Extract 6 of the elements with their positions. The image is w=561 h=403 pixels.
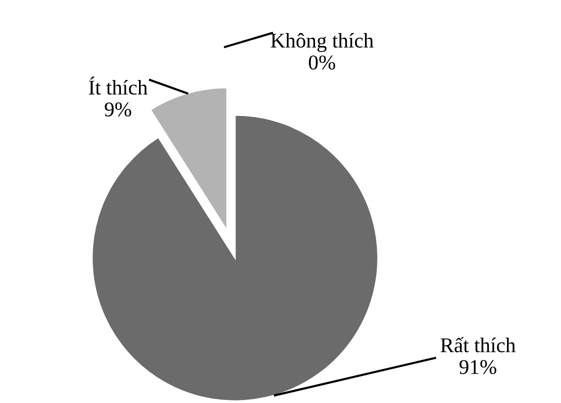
data-label: 9% <box>104 102 132 117</box>
slice-label: Rất thích <box>440 337 516 352</box>
data-label: 91% <box>459 360 496 374</box>
text: 0% <box>308 55 336 70</box>
slice-label: Ít thích <box>88 76 148 95</box>
legend-label: Không thích <box>270 33 374 52</box>
